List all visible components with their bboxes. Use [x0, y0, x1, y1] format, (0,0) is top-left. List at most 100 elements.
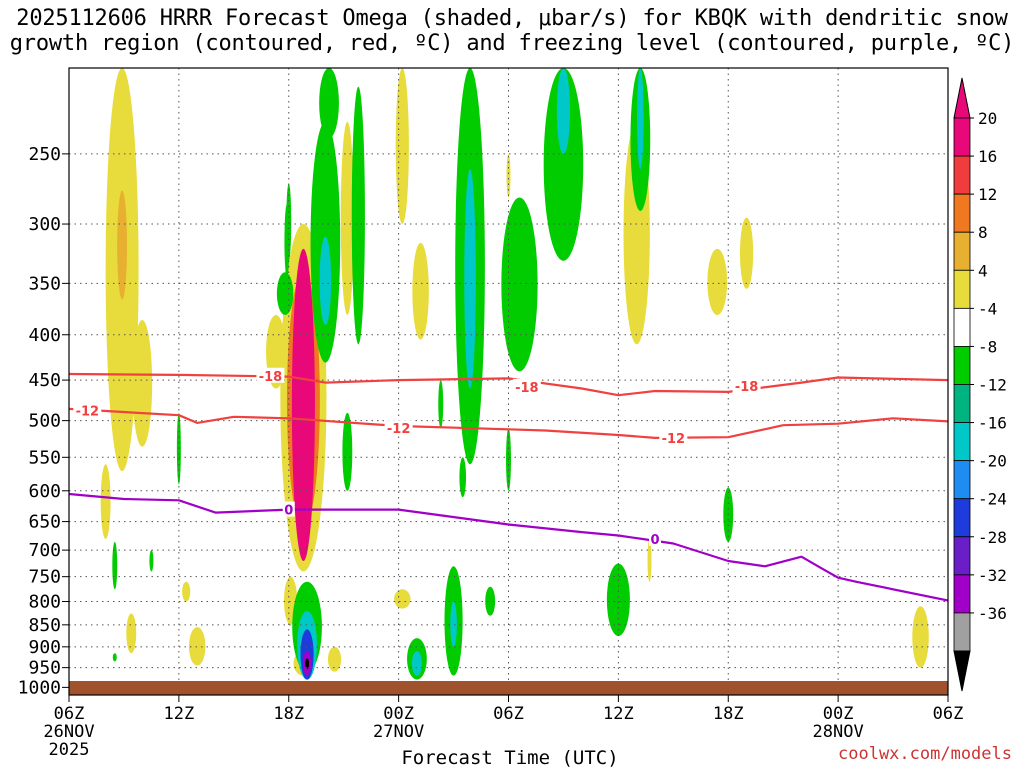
y-tick-label: 950 [28, 658, 61, 679]
omega-region [506, 153, 511, 198]
colorbar-label: -28 [978, 528, 1007, 547]
y-tick-label: 350 [28, 273, 61, 294]
dgz-contour-label-bg [73, 402, 102, 418]
y-tick-label: 500 [28, 411, 61, 432]
colorbar-label: 8 [978, 223, 988, 242]
omega-region [395, 68, 409, 225]
dgz-contour-label: -12 [76, 404, 100, 419]
y-tick-label: 600 [28, 481, 61, 502]
colorbar-segment [953, 384, 971, 423]
dgz-contour-label-bg [256, 367, 285, 383]
omega-region [126, 613, 137, 654]
y-tick-label: 700 [28, 540, 61, 561]
omega-region [305, 658, 310, 669]
colorbar-label: 16 [978, 147, 997, 166]
freezing-level-contour-label-bg [282, 501, 295, 517]
colorbar-label: -4 [978, 299, 997, 318]
omega-region [394, 589, 411, 609]
omega-region [485, 586, 496, 616]
x-tick-year: 2025 [49, 740, 90, 760]
colorbar-segment [953, 422, 971, 462]
colorbar-label: -12 [978, 376, 1007, 395]
colorbar-top-arrow [953, 77, 971, 119]
x-tick-label: 06Z [933, 704, 964, 724]
y-axis: 2503003504004505005506006507007508008509… [18, 144, 69, 698]
omega-region [112, 653, 117, 662]
omega-region [319, 236, 332, 326]
x-tick-label: 12Z [603, 704, 634, 724]
colorbar-label: 4 [978, 261, 988, 280]
y-tick-label: 550 [28, 447, 61, 468]
omega-region [912, 606, 929, 668]
x-tick-label: 18Z [273, 704, 304, 724]
colorbar-segment [953, 269, 971, 309]
omega-region [647, 538, 652, 582]
colorbar-label: 20 [978, 109, 997, 128]
colorbar-label: -8 [978, 337, 997, 356]
freezing-level-contour-label: 0 [284, 504, 293, 519]
colorbar-label: -36 [978, 604, 1007, 623]
colorbar-label: -24 [978, 490, 1007, 509]
ground-terrain [69, 681, 948, 695]
colorbar-bottom-arrow [953, 650, 971, 692]
y-tick-label: 300 [28, 214, 61, 235]
y-tick-label: 250 [28, 144, 61, 165]
temperature-contours: -18 -18 -18 -12 -12 -12 0 0 [69, 367, 948, 602]
dgz-contour-label-bg [384, 420, 413, 436]
y-tick-label: 750 [28, 567, 61, 588]
colorbar-segment [953, 307, 971, 347]
omega-region [340, 121, 354, 316]
chart-title: 2025112606 HRRR Forecast Omega (shaded, … [0, 6, 1024, 56]
omega-region [132, 320, 153, 447]
y-tick-label: 800 [28, 592, 61, 613]
source-credit: coolwx.com/models [838, 744, 1012, 764]
omega-shading [100, 68, 929, 680]
omega-region [342, 412, 353, 491]
y-tick-label: 450 [28, 370, 61, 391]
x-tick-date: 26NOV [43, 722, 94, 742]
freezing-level-contour-label: 0 [650, 533, 659, 548]
colorbar-segment [953, 460, 971, 500]
y-tick-label: 850 [28, 615, 61, 636]
dgz-contour-label: -12 [387, 422, 411, 437]
omega-region [112, 541, 118, 590]
omega-region [739, 217, 754, 289]
title-line-2: growth region (contoured, red, ºC) and f… [9, 31, 1015, 56]
colorbar-segment [953, 117, 971, 157]
omega-region [100, 464, 111, 539]
dgz-contour [69, 407, 948, 439]
title-line-1: 2025112606 HRRR Forecast Omega (shaded, … [16, 6, 1008, 31]
omega-region [188, 627, 206, 666]
colorbar-label: 12 [978, 185, 997, 204]
omega-region [182, 581, 191, 602]
colorbar-label: -16 [978, 414, 1007, 433]
omega-region [412, 242, 429, 340]
colorbar-segment [953, 498, 971, 538]
x-tick-label: 18Z [713, 704, 744, 724]
colorbar-segment [953, 612, 971, 652]
colorbar-segment [953, 346, 971, 385]
colorbar-segment [953, 231, 971, 271]
omega-region [543, 68, 584, 261]
omega-region [117, 190, 128, 300]
dgz-contour-label-bg [659, 429, 688, 445]
x-tick-date: 27NOV [373, 722, 424, 742]
x-tick-label: 12Z [164, 704, 195, 724]
omega-region [291, 248, 315, 561]
colorbar-segment [953, 536, 971, 576]
omega-region [450, 601, 457, 647]
omega-region [319, 68, 339, 139]
omega-region [707, 248, 728, 316]
colorbar-label: -20 [978, 452, 1007, 471]
colorbar-segment [953, 155, 971, 195]
omega-region [411, 651, 422, 676]
omega-region [637, 68, 644, 169]
omega-region [149, 550, 154, 572]
colorbar-segment [953, 574, 971, 614]
dgz-contour-label: -18 [735, 380, 759, 395]
y-tick-label: 400 [28, 325, 61, 346]
dgz-contour-label-bg [512, 378, 541, 394]
colorbar-segment [953, 193, 971, 233]
